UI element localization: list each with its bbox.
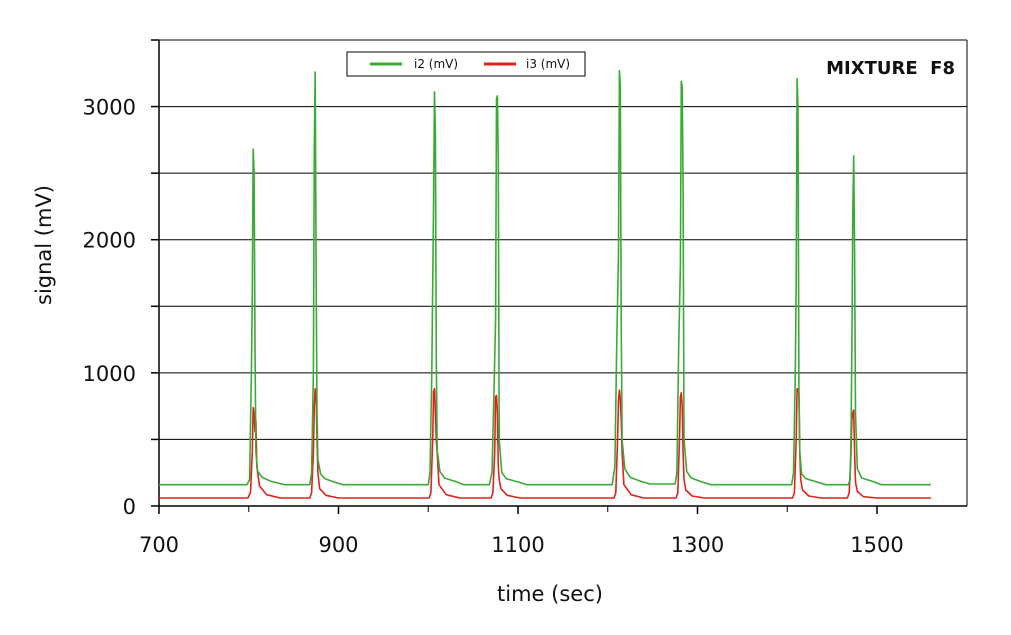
x-tick-label-1500: 1500 (850, 533, 903, 557)
legend: i2 (mV) i3 (mV) (346, 51, 586, 77)
chart-title: MIXTURE F8 (826, 58, 955, 79)
axis-ticks (151, 39, 878, 514)
x-tick-label-900: 900 (318, 533, 358, 557)
x-tick-label-1300: 1300 (671, 533, 724, 557)
y-tick-label-2000: 2000 (83, 229, 136, 253)
x-tick-label-700: 700 (139, 533, 179, 557)
y-axis-title: signal (mV) (32, 185, 56, 305)
legend-label-i3: i3 (mV) (526, 57, 570, 71)
y-tick-label-0: 0 (123, 495, 136, 519)
tick-labels: 700 900 1100 1300 1500 0 1000 2000 3000 (83, 96, 904, 557)
x-axis-title: time (sec) (497, 582, 603, 606)
series-lines (159, 69, 931, 499)
plot-frame (158, 39, 968, 507)
y-tick-label-3000: 3000 (83, 96, 136, 120)
y-tick-label-1000: 1000 (83, 362, 136, 386)
x-tick-label-1100: 1100 (491, 533, 544, 557)
legend-label-i2: i2 (mV) (414, 57, 458, 71)
series-line-i3 (159, 387, 931, 499)
gridlines (159, 106, 967, 440)
series-line-i2 (159, 69, 931, 486)
